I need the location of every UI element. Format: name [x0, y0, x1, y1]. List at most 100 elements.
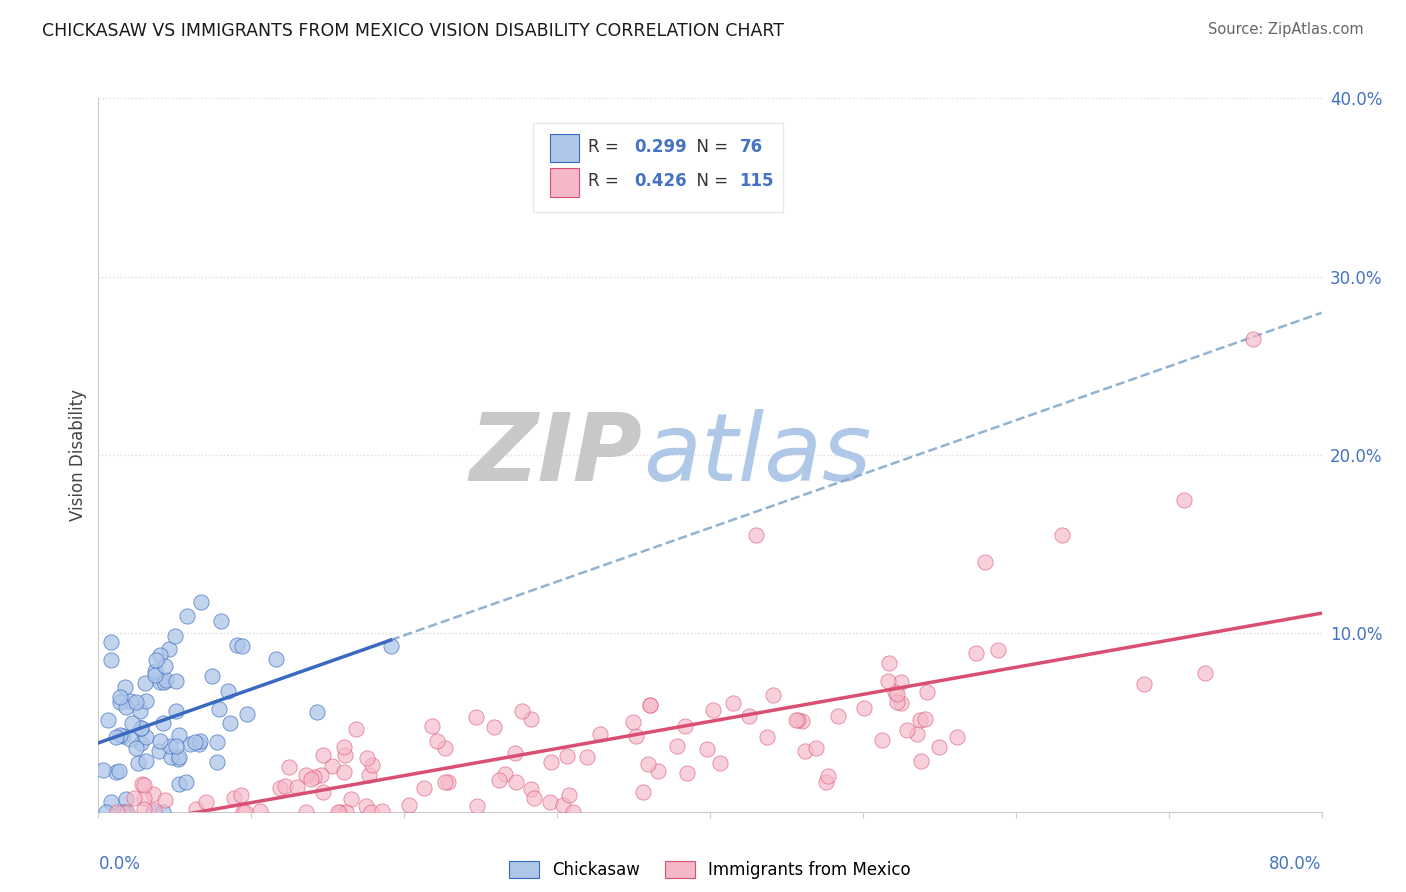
Point — [232, 805, 254, 819]
Point — [917, 685, 939, 699]
Point — [167, 752, 190, 766]
Point — [333, 747, 356, 762]
Text: 0.0%: 0.0% — [98, 855, 141, 872]
Point — [576, 750, 599, 764]
Point — [135, 730, 157, 744]
Point — [120, 732, 142, 747]
Point — [129, 722, 152, 736]
Point — [125, 740, 148, 755]
Point — [398, 797, 420, 812]
Point — [371, 804, 394, 818]
Point — [307, 705, 329, 719]
Point — [167, 777, 190, 791]
Point — [886, 695, 908, 709]
Point — [852, 701, 875, 715]
Point — [174, 774, 197, 789]
Point — [163, 629, 186, 643]
Point — [335, 805, 357, 819]
Point — [229, 788, 252, 802]
Point — [637, 757, 659, 772]
Point — [886, 687, 908, 701]
Point — [127, 756, 149, 770]
Text: R =: R = — [588, 172, 624, 190]
Point — [114, 681, 136, 695]
FancyBboxPatch shape — [550, 134, 579, 162]
Point — [273, 779, 295, 793]
Point — [100, 796, 122, 810]
Point — [122, 791, 145, 805]
Point — [804, 741, 827, 756]
Point — [638, 698, 661, 713]
Point — [557, 749, 579, 764]
Point — [987, 643, 1010, 657]
Point — [333, 739, 356, 754]
Point — [143, 803, 166, 817]
Point — [356, 751, 378, 765]
Point — [709, 756, 731, 771]
Point — [494, 767, 516, 781]
Point — [142, 805, 165, 819]
Point — [890, 675, 912, 690]
Point — [142, 787, 165, 801]
Point — [433, 741, 456, 756]
Point — [135, 755, 157, 769]
Point — [209, 614, 232, 628]
Point — [877, 656, 900, 670]
Point — [165, 674, 187, 689]
Point — [152, 805, 174, 819]
Point — [870, 732, 893, 747]
Point — [589, 727, 612, 741]
Point — [159, 739, 181, 753]
Point — [269, 780, 291, 795]
FancyBboxPatch shape — [550, 168, 579, 196]
Point — [153, 675, 176, 690]
Text: 0.299: 0.299 — [634, 138, 688, 156]
Point — [97, 713, 120, 727]
Point — [132, 778, 155, 792]
Point — [360, 805, 382, 819]
Point — [520, 782, 543, 797]
Point — [217, 684, 239, 698]
Point — [108, 728, 131, 742]
Point — [436, 775, 458, 789]
Point — [562, 805, 585, 819]
Point — [190, 594, 212, 608]
Point — [1050, 528, 1073, 542]
FancyBboxPatch shape — [533, 123, 783, 212]
Point — [357, 768, 380, 782]
Point — [1132, 676, 1154, 690]
Point — [108, 695, 131, 709]
Point — [110, 690, 132, 705]
Point — [420, 719, 443, 733]
Point — [621, 714, 644, 729]
Point — [167, 728, 190, 742]
Point — [326, 805, 349, 819]
Point — [907, 726, 929, 740]
Point — [226, 638, 249, 652]
Point — [721, 696, 744, 710]
Point — [896, 723, 918, 738]
Text: ZIP: ZIP — [470, 409, 643, 501]
Point — [510, 704, 533, 718]
Point — [1241, 332, 1264, 346]
Point — [100, 653, 122, 667]
Point — [520, 712, 543, 726]
Point — [426, 733, 449, 747]
Point — [120, 694, 142, 708]
Text: Source: ZipAtlas.com: Source: ZipAtlas.com — [1208, 22, 1364, 37]
Point — [165, 704, 187, 718]
Point — [762, 688, 785, 702]
Point — [311, 747, 333, 762]
Point — [149, 675, 172, 690]
Point — [249, 804, 271, 818]
Point — [236, 707, 259, 722]
Point — [333, 764, 356, 779]
Point — [482, 720, 505, 734]
Point — [104, 730, 127, 744]
Point — [745, 528, 768, 542]
Point — [465, 798, 488, 813]
Point — [631, 785, 654, 799]
Point — [974, 555, 997, 569]
Point — [434, 774, 457, 789]
Point — [155, 673, 177, 687]
